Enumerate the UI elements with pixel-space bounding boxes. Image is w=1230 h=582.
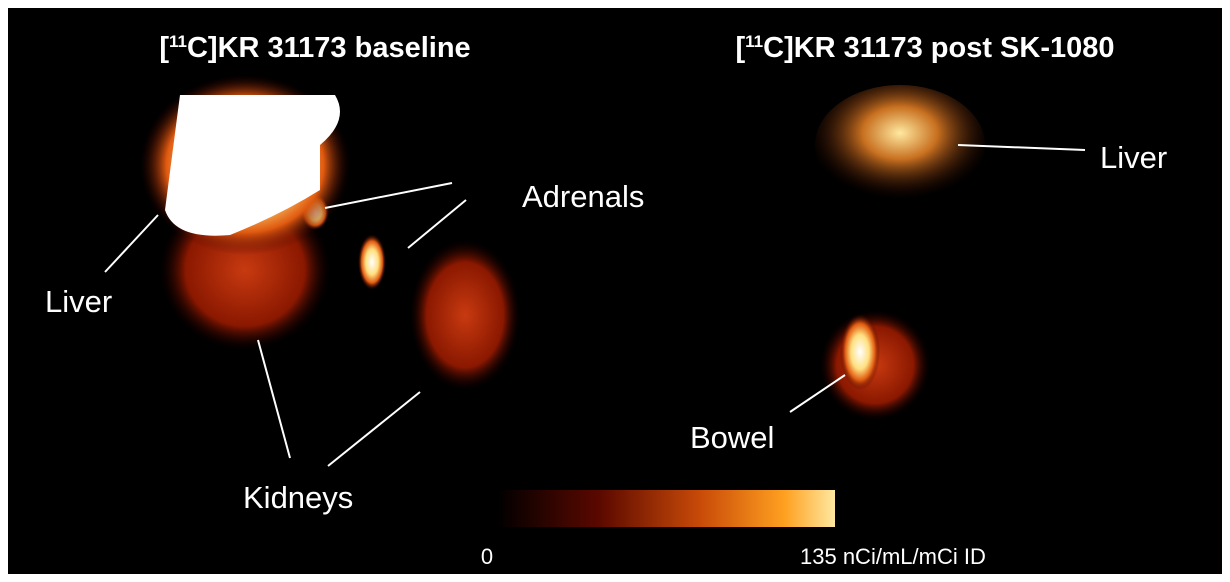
panel-title: [11C]KR 31173 post SK-1080	[735, 32, 1114, 64]
figure: [11C]KR 31173 baseline [11C]KR 31173 pos…	[0, 0, 1230, 582]
panel-title: [11C]KR 31173 baseline	[159, 32, 470, 64]
organ-label: Liver	[1100, 140, 1167, 175]
colorbar-max: 135 nCi/mL/mCi ID	[800, 544, 986, 569]
colorbar-min: 0	[481, 544, 493, 569]
organ-label: Adrenals	[522, 179, 644, 214]
colorbar	[497, 490, 835, 527]
organ-label: Bowel	[690, 420, 774, 455]
organ-label: Liver	[45, 284, 112, 319]
organ-label: Kidneys	[243, 480, 353, 515]
